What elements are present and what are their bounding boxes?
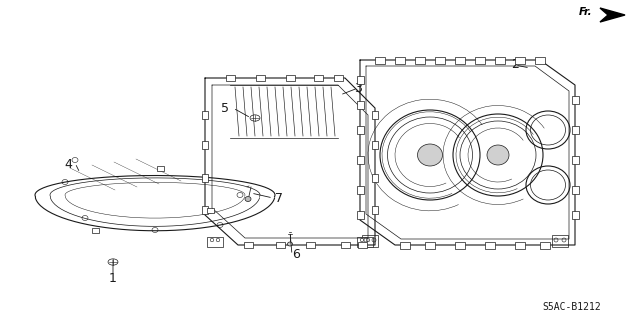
Bar [314, 75, 323, 81]
Ellipse shape [417, 144, 442, 166]
Bar [515, 241, 525, 249]
Ellipse shape [245, 197, 251, 202]
Bar [356, 126, 364, 134]
Bar [435, 56, 445, 63]
Bar [475, 56, 485, 63]
Text: 4: 4 [64, 159, 72, 172]
Bar [202, 174, 208, 182]
Bar [357, 237, 373, 247]
Bar [455, 241, 465, 249]
Text: 1: 1 [109, 271, 117, 285]
Bar [92, 227, 99, 233]
Bar [207, 207, 214, 212]
Bar [372, 206, 378, 214]
Bar [202, 141, 208, 149]
Bar [275, 242, 285, 248]
Bar [157, 166, 163, 170]
Bar [202, 111, 208, 119]
Bar [305, 242, 314, 248]
Bar [572, 96, 579, 104]
Bar [535, 56, 545, 63]
Bar [485, 241, 495, 249]
Text: Fr.: Fr. [579, 7, 592, 17]
Bar [495, 56, 505, 63]
Bar [243, 242, 253, 248]
Ellipse shape [487, 145, 509, 165]
Bar [362, 235, 378, 247]
Bar [572, 186, 579, 194]
Polygon shape [600, 8, 625, 22]
Text: 2: 2 [511, 58, 519, 71]
Bar [285, 75, 294, 81]
Text: 6: 6 [292, 249, 300, 262]
Bar [225, 75, 234, 81]
Ellipse shape [287, 242, 292, 246]
Bar [375, 56, 385, 63]
Bar [340, 242, 349, 248]
Bar [255, 75, 264, 81]
Bar [372, 174, 378, 182]
Text: 3: 3 [354, 81, 362, 94]
Bar [400, 241, 410, 249]
Bar [572, 211, 579, 219]
Bar [395, 56, 405, 63]
Bar [207, 237, 223, 247]
Text: 5: 5 [221, 101, 229, 115]
Bar [356, 76, 364, 84]
Bar [540, 241, 550, 249]
Bar [356, 156, 364, 164]
Bar [372, 111, 378, 119]
Bar [356, 186, 364, 194]
Text: S5AC-B1212: S5AC-B1212 [543, 302, 602, 312]
Bar [202, 206, 208, 214]
Bar [358, 242, 367, 248]
Polygon shape [230, 85, 338, 138]
Text: 7: 7 [275, 191, 283, 204]
Bar [356, 101, 364, 109]
Bar [515, 56, 525, 63]
Bar [552, 235, 568, 247]
Bar [455, 56, 465, 63]
Bar [572, 126, 579, 134]
Bar [333, 75, 342, 81]
Bar [425, 241, 435, 249]
Bar [356, 211, 364, 219]
Bar [572, 156, 579, 164]
Bar [415, 56, 425, 63]
Bar [372, 141, 378, 149]
